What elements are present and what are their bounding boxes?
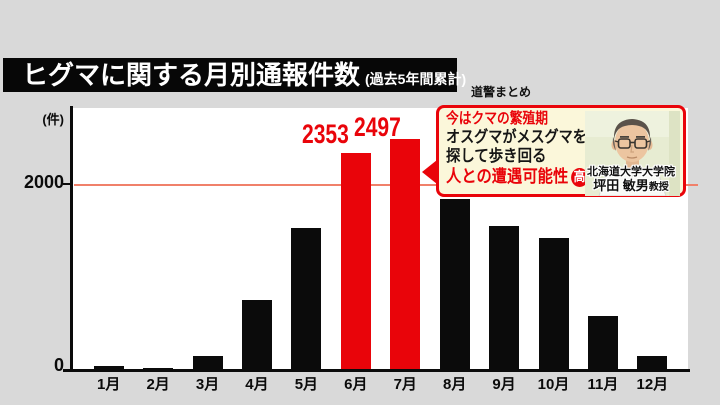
bar-m4 (241, 300, 272, 369)
encounter-risk-text: 人との遭遇可能性 (446, 167, 569, 186)
bar-slot-m4 (232, 300, 281, 369)
bar-m6 (340, 153, 371, 369)
x-label-m10: 10月 (537, 376, 570, 393)
callout-line-breeding-season: 今はクマの繁殖期 (446, 110, 549, 127)
title-bar: ヒグマに関する月別通報件数 (過去5年間累計) (3, 58, 466, 92)
page-title: ヒグマに関する月別通報件数 (22, 60, 361, 90)
x-label-m7: 7月 (393, 376, 417, 393)
expert-name: 坪田 敏男教授 (593, 178, 669, 194)
x-label-m9: 9月 (492, 376, 516, 393)
bar-m9 (489, 226, 520, 369)
x-label-m1: 1月 (97, 376, 121, 393)
expert-affiliation: 北海道大学大学院 (587, 166, 675, 178)
bar-slot-m12 (628, 356, 677, 369)
bar-slot-m11 (578, 316, 627, 369)
bar-slot-m5 (282, 228, 331, 369)
callout-text: 今はクマの繁殖期 オスグマがメスグマを 探して歩き回る 人との遭遇可能性 高 (446, 110, 606, 188)
bar-slot-m7 (381, 139, 430, 369)
y-axis-unit-label: (件) (42, 112, 64, 127)
bar-slot-m1 (84, 366, 133, 369)
x-label-m3: 3月 (195, 376, 220, 393)
high-risk-badge: 高 (570, 167, 589, 187)
x-label-m5: 5月 (294, 376, 319, 393)
y-axis-line (70, 106, 73, 372)
bar-m5 (291, 228, 322, 369)
x-axis-baseline (63, 369, 690, 372)
x-label-m12: 12月 (636, 376, 669, 393)
bar-slot-m3 (183, 356, 232, 369)
bar-m8 (439, 199, 470, 369)
x-label-m2: 2月 (146, 376, 170, 393)
bar-slot-m10 (529, 238, 578, 369)
x-label-m11: 11月 (587, 376, 619, 393)
bar-slot-m6 (331, 153, 380, 369)
bar-m12 (637, 356, 668, 369)
bar-m3 (192, 356, 223, 369)
x-axis-labels: 1月 2月 3月 4月 5月 6月 7月 8月 9月 10月 11月 12月 (73, 373, 688, 394)
expert-portrait-illustration (585, 111, 680, 196)
y-tick-label-0: 0 (53, 355, 64, 375)
bar-slot-m9 (479, 226, 528, 369)
bar-m11 (587, 316, 618, 369)
bar-slot-m2 (133, 368, 182, 369)
page-title-subtitle: (過去5年間累計) (365, 71, 467, 87)
x-label-m6: 6月 (344, 376, 368, 393)
callout-line-male-bears: オスグマがメスグマを (446, 129, 587, 146)
callout-line-encounter-risk: 人との遭遇可能性 高 (446, 166, 590, 188)
callout-line-wandering: 探して歩き回る (446, 148, 547, 165)
y-tick-label-2000: 2000 (23, 172, 64, 192)
x-label-m4: 4月 (245, 376, 269, 393)
bar-value-label-june: 2353 (302, 119, 349, 149)
bar-slot-m8 (430, 199, 479, 369)
bars-container (73, 108, 688, 369)
callout-arrow-left (422, 160, 437, 184)
bar-m10 (538, 238, 569, 369)
gridline-2000 (74, 184, 698, 186)
y-tick-mark-2000 (63, 183, 72, 185)
expert-caption: 北海道大学大学院 坪田 敏男教授 (585, 165, 680, 195)
expert-photo: 北海道大学大学院 坪田 敏男教授 (585, 111, 680, 196)
source-note: 道警まとめ (471, 85, 532, 99)
bar-m2 (143, 368, 174, 369)
bar-m1 (93, 366, 124, 369)
bar-value-label-july: 2497 (354, 112, 401, 142)
bar-m7 (390, 139, 421, 369)
callout-box: 今はクマの繁殖期 オスグマがメスグマを 探して歩き回る 人との遭遇可能性 高 (436, 105, 686, 197)
x-label-m8: 8月 (442, 376, 467, 393)
